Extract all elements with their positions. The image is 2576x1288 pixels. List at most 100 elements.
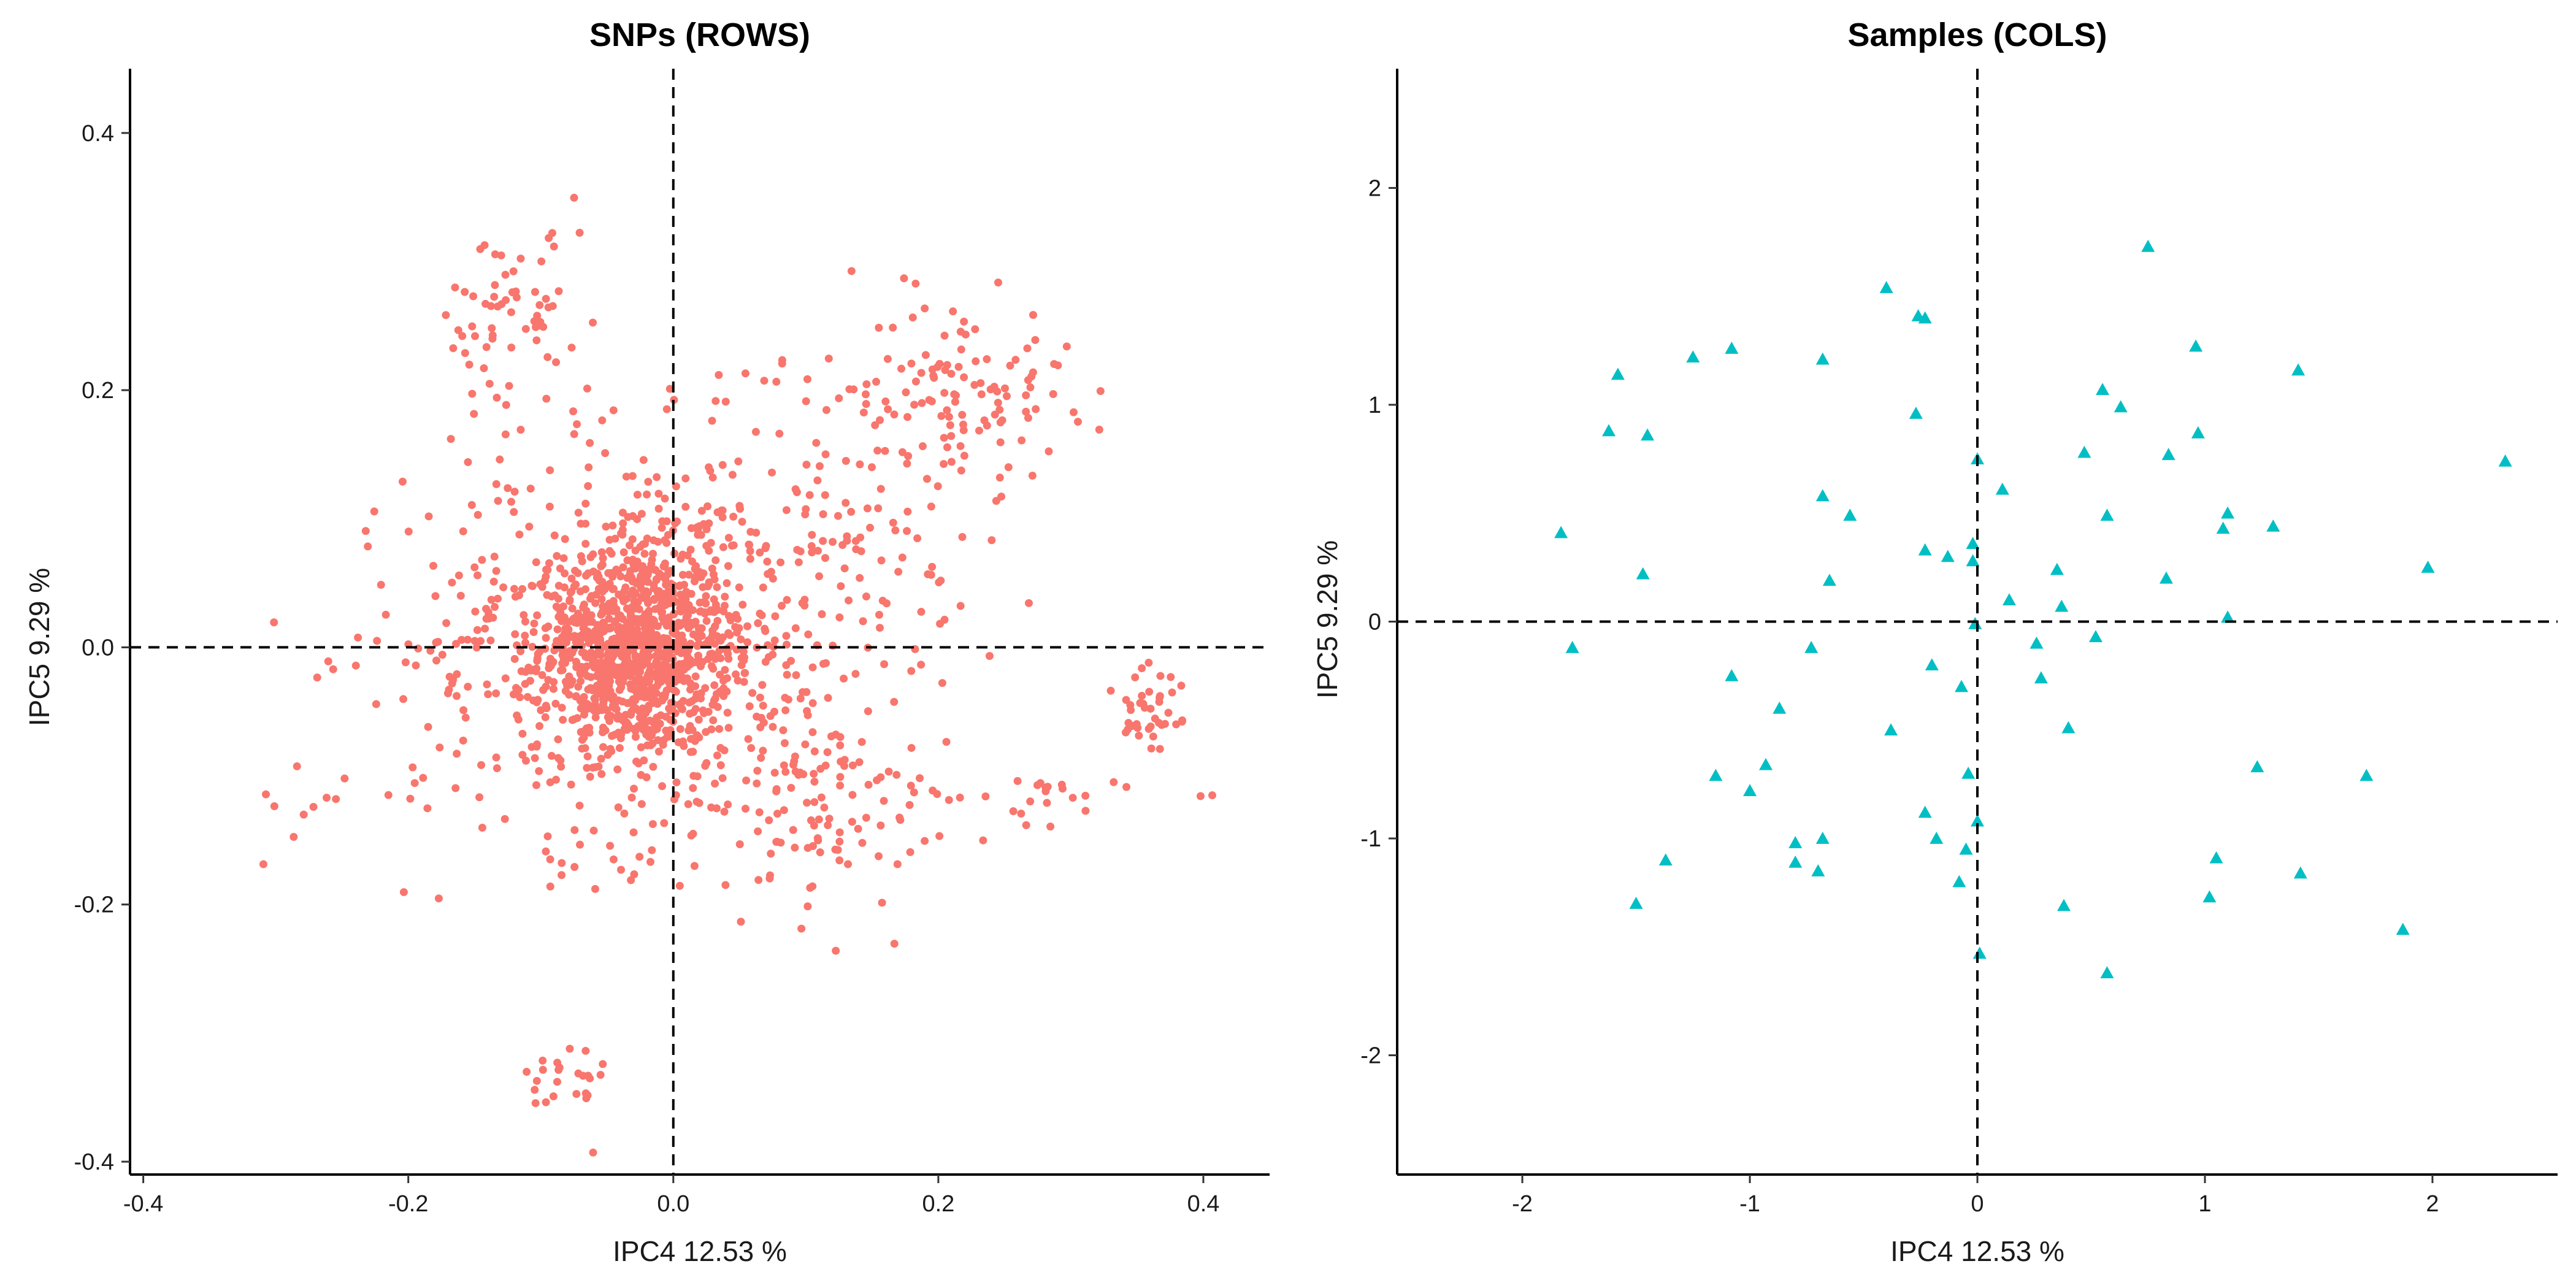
data-point [720,602,729,610]
data-point [801,740,810,749]
data-point [947,369,956,378]
samples-cols-panel: Samples (COLS) -2 -1 0 1 2 -2 -1 0 1 2 IPC4 12.5… [1311,17,2558,1267]
data-point [657,524,666,532]
data-point [588,686,597,694]
data-point [972,357,980,366]
data-point [516,693,524,702]
data-point [854,824,862,833]
data-point [691,618,700,626]
data-point [686,545,695,554]
data-point [309,803,318,811]
data-point [769,643,778,651]
data-point [719,677,727,685]
data-point [796,694,805,703]
data-point [819,537,827,545]
data-point [554,735,562,743]
data-point [609,855,618,864]
data-point [710,575,719,584]
data-point [737,635,745,643]
data-point [535,722,544,730]
data-point [956,793,964,802]
data-point [527,743,536,751]
data-point [583,752,592,761]
data-point [753,767,762,775]
data-point [686,685,694,694]
y-axis-ticks: -0.4 -0.2 0.0 0.2 0.4 [74,121,130,1175]
data-point [2161,448,2175,461]
data-point [372,700,380,708]
data-point [669,591,677,600]
data-point [517,667,526,675]
data-point [780,739,789,748]
data-point [1815,832,1830,844]
data-point [553,552,561,561]
data-point [454,571,463,580]
data-point [568,648,577,657]
data-point [585,726,593,734]
data-point [434,894,443,903]
data-point [820,803,829,812]
data-point [778,359,786,368]
data-point [568,604,577,613]
data-point [675,881,684,890]
data-point [686,735,695,743]
x-tick-label: 1 [2198,1191,2211,1217]
data-point [628,700,637,708]
data-point [818,610,826,618]
data-point [760,377,769,385]
data-point [781,767,790,776]
data-point [591,884,599,893]
data-point [619,653,627,662]
data-point [711,694,719,703]
data-point [1127,706,1135,715]
data-point [862,592,870,601]
data-point [541,713,550,721]
data-point [766,871,775,880]
data-point [797,924,806,933]
data-point [746,554,754,563]
data-point [551,699,560,708]
data-point [719,692,728,700]
data-point [945,413,953,421]
data-point [1930,832,1944,844]
data-point [649,550,657,558]
data-point [423,804,432,813]
data-point [956,602,965,610]
data-point [583,705,591,713]
data-point [767,567,775,576]
data-point [605,580,614,588]
data-point [521,324,530,333]
data-point [313,673,321,682]
data-point [557,762,565,771]
data-point [1178,716,1187,724]
data-point [847,508,856,516]
data-point [529,696,538,705]
data-point [656,661,665,669]
data-point [960,451,968,460]
data-point [619,663,628,672]
data-point [578,735,586,744]
data-point [293,762,301,770]
data-point [808,882,817,891]
data-point [819,510,827,518]
data-point [747,744,756,753]
data-point [589,763,597,772]
data-point [643,571,652,580]
data-point [608,521,617,530]
data-point [516,255,525,263]
data-point [619,548,628,557]
data-point [783,670,791,679]
data-point [1172,720,1181,729]
data-point [907,667,916,675]
data-point [821,491,829,499]
data-point [497,251,505,259]
data-point [976,379,985,388]
data-point [526,677,534,685]
data-point [597,562,605,570]
data-point [2396,922,2410,935]
y-axis-ticks: -2 -1 0 1 2 [1360,175,1397,1069]
data-point [1955,680,1969,692]
data-point [867,463,876,472]
data-point [2221,610,2235,623]
data-point [1073,418,1082,426]
